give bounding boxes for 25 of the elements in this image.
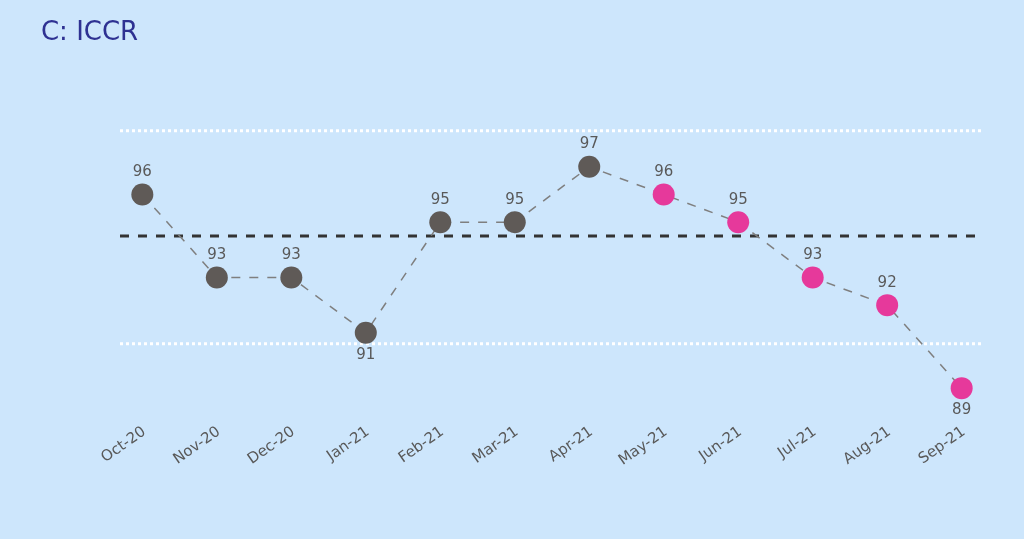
point	[503, 211, 526, 234]
data-label: 93	[207, 244, 227, 263]
data-label: 96	[132, 161, 152, 180]
point	[950, 377, 973, 400]
point	[801, 266, 824, 289]
data-label: 93	[281, 244, 301, 263]
point	[727, 211, 750, 234]
point	[578, 155, 601, 178]
data-label: 93	[803, 244, 823, 263]
point	[876, 294, 899, 317]
data-label: 95	[505, 189, 525, 208]
data-label: 96	[654, 161, 674, 180]
point	[354, 321, 377, 344]
point	[205, 266, 228, 289]
data-label: 91	[356, 344, 376, 363]
point	[131, 183, 154, 206]
data-label: 95	[430, 189, 450, 208]
point	[429, 211, 452, 234]
data-label: 92	[877, 272, 897, 291]
point	[280, 266, 303, 289]
data-label: 97	[579, 134, 599, 153]
data-label: 95	[728, 189, 748, 208]
point	[652, 183, 675, 206]
chart-title: C: ICCR	[40, 15, 139, 46]
data-label: 89	[952, 400, 972, 419]
